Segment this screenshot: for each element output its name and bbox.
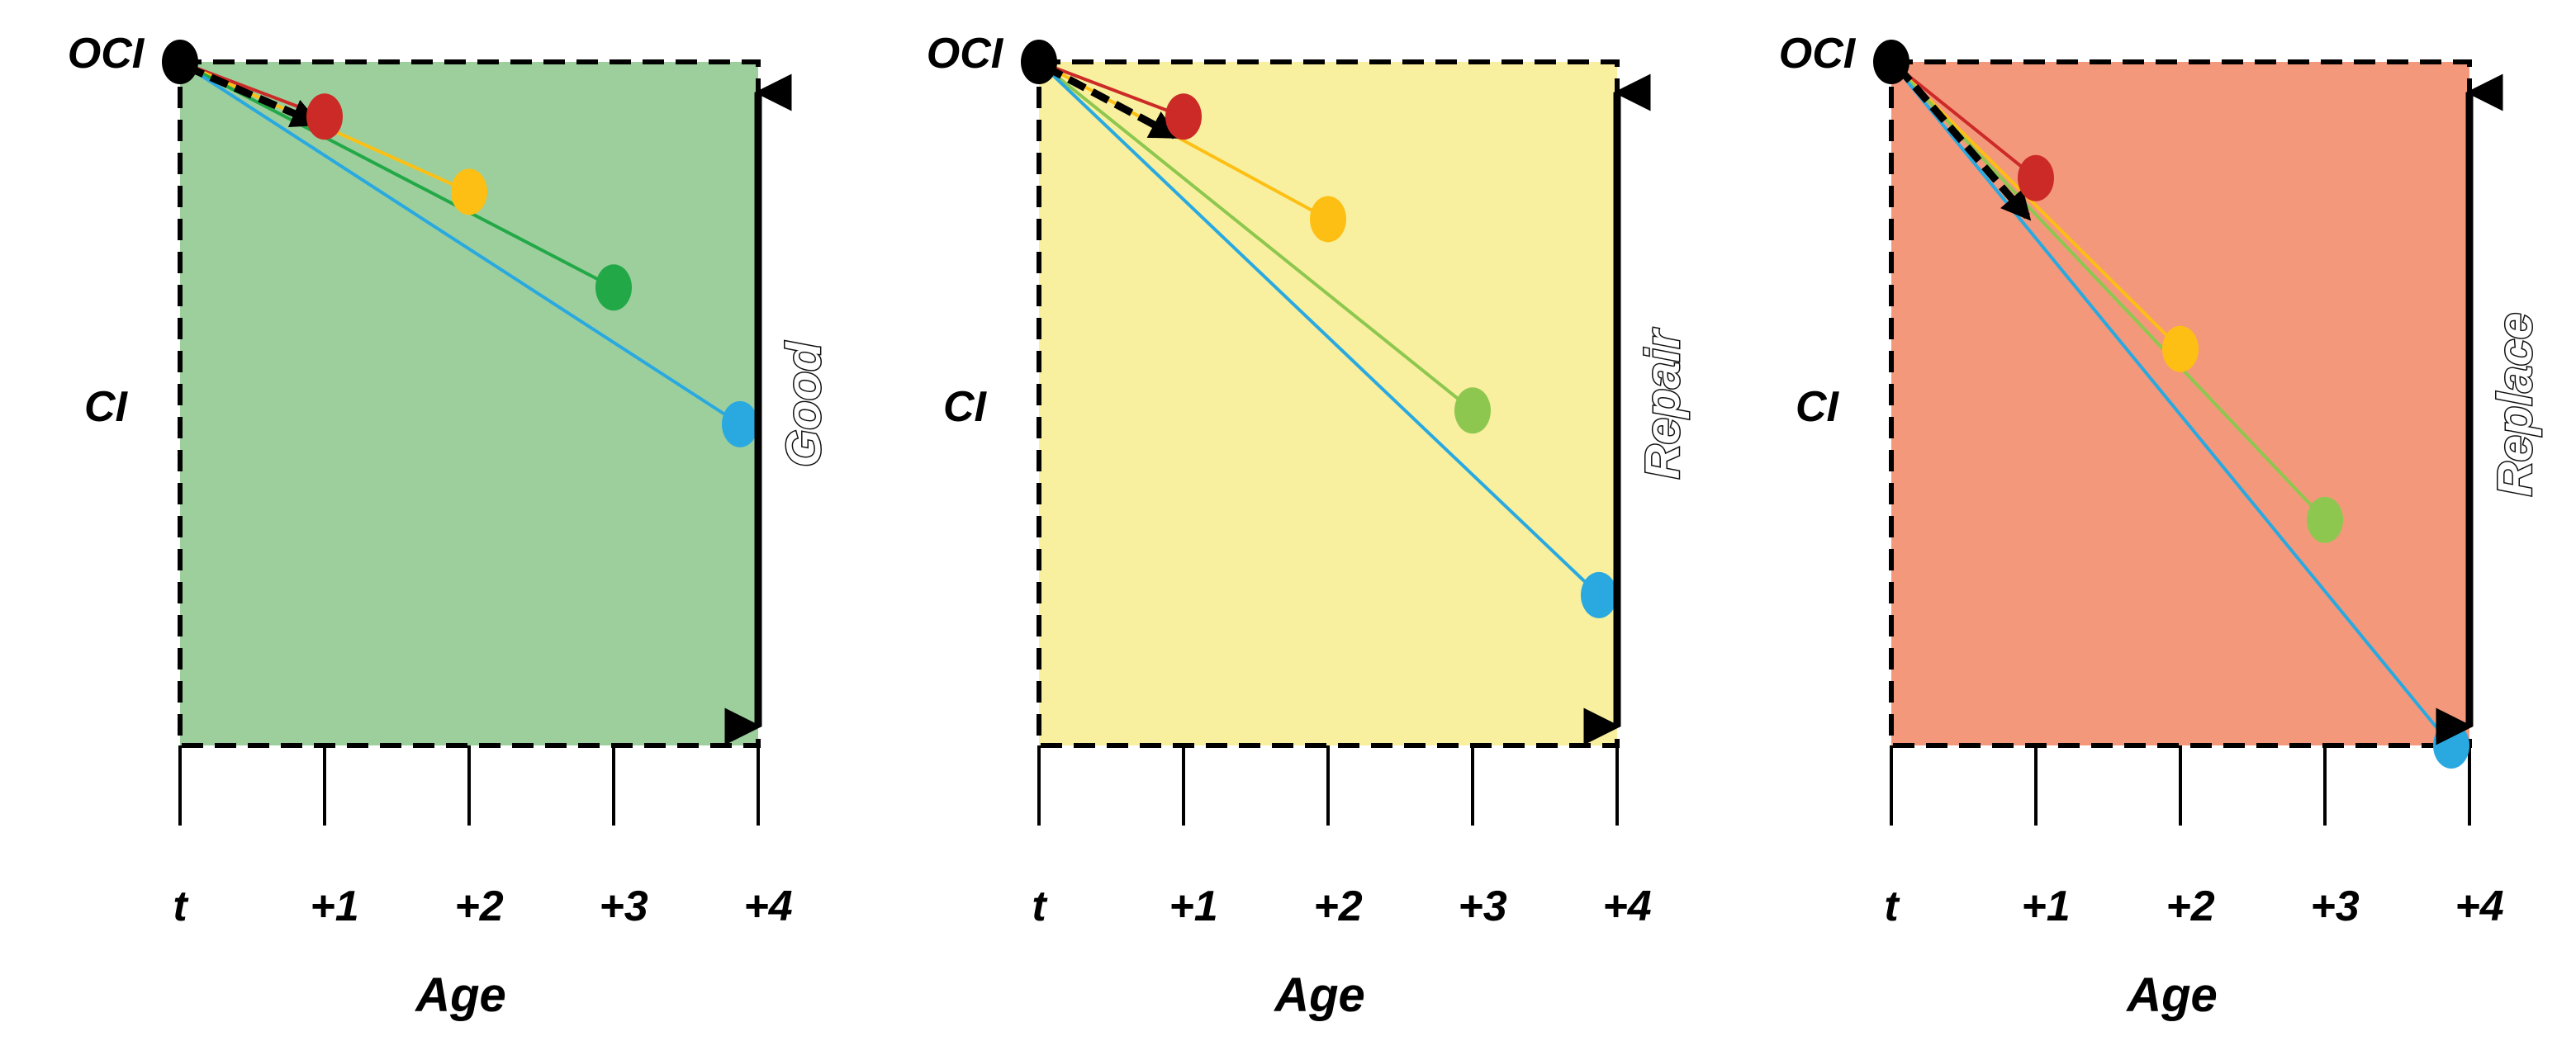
- age-axis-label: Age: [414, 968, 506, 1022]
- region-border: [1889, 59, 2472, 748]
- trajectory-line: [1037, 60, 1601, 597]
- tick-label: t: [1032, 882, 1048, 930]
- condition-point: [2018, 154, 2054, 201]
- condition-point: [2162, 325, 2199, 372]
- ci-label: CI: [84, 383, 129, 431]
- oci-label: OCI: [68, 30, 145, 78]
- condition-point: [2307, 496, 2343, 543]
- trajectory-line: [178, 60, 742, 426]
- tick-label: t: [1884, 882, 1900, 930]
- origin-point: [1873, 40, 1909, 84]
- state-region: [1039, 62, 1617, 745]
- panel-replace: Replace OCI CI t +1 +2 +3 +4 Age: [1779, 30, 2544, 1022]
- ci-label: CI: [1796, 383, 1840, 431]
- origin-point: [1021, 40, 1057, 84]
- condition-point: [306, 93, 343, 140]
- tick-label: +2: [1313, 882, 1362, 930]
- tick-label: +3: [599, 882, 648, 930]
- oci-label: OCI: [927, 30, 1004, 78]
- oci-label: OCI: [1779, 30, 1857, 78]
- tick-label: +1: [310, 882, 358, 930]
- trajectory-line: [179, 60, 614, 290]
- condition-point: [1454, 387, 1491, 434]
- condition-point: [451, 168, 487, 215]
- region-border: [1037, 59, 1620, 748]
- state-region: [1891, 62, 2469, 745]
- tick-label: +2: [2166, 882, 2214, 930]
- age-axis-label: Age: [2125, 968, 2218, 1022]
- state-region: [180, 62, 758, 745]
- tick-label: t: [173, 882, 189, 930]
- tick-label: +4: [743, 882, 792, 930]
- condition-point: [722, 400, 758, 447]
- tick-label: +1: [2021, 882, 2070, 930]
- state-label: Replace: [2488, 313, 2542, 496]
- condition-point: [2433, 722, 2469, 769]
- state-label: Good: [777, 341, 831, 467]
- trajectory-line: [1037, 60, 1474, 412]
- tick-label: +4: [2455, 882, 2503, 930]
- trend-arrow: [1043, 64, 1180, 140]
- trend-arrow: [185, 63, 322, 127]
- trajectory-line: [1890, 60, 2038, 180]
- region-border: [178, 59, 761, 748]
- condition-point: [595, 264, 632, 311]
- age-axis-label: Age: [1273, 968, 1365, 1022]
- condition-point: [1165, 93, 1202, 140]
- condition-point: [1581, 571, 1617, 618]
- origin-point: [162, 40, 198, 84]
- condition-point: [1310, 196, 1346, 243]
- ci-label: CI: [943, 383, 988, 431]
- trajectory-line: [1038, 60, 1329, 221]
- trajectory-line: [1038, 60, 1184, 119]
- tick-label: +4: [1602, 882, 1651, 930]
- trajectory-line: [1890, 60, 2453, 747]
- panel-repair: Repair OCI CI t +1 +2 +3 +4 Age: [927, 30, 1691, 1022]
- panel-good: Good OCI CI t +1 +2 +3 +4 Age: [68, 30, 833, 1022]
- state-label: Repair: [1636, 327, 1690, 479]
- tick-label: +1: [1169, 882, 1217, 930]
- tick-label: +3: [1458, 882, 1506, 930]
- tick-label: +2: [454, 882, 503, 930]
- trend-arrow: [1895, 64, 2032, 221]
- tick-label: +3: [2310, 882, 2359, 930]
